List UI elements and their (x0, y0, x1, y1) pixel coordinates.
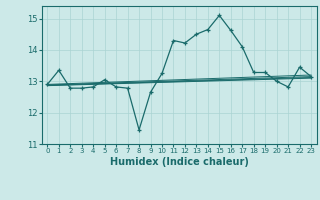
X-axis label: Humidex (Indice chaleur): Humidex (Indice chaleur) (110, 157, 249, 167)
